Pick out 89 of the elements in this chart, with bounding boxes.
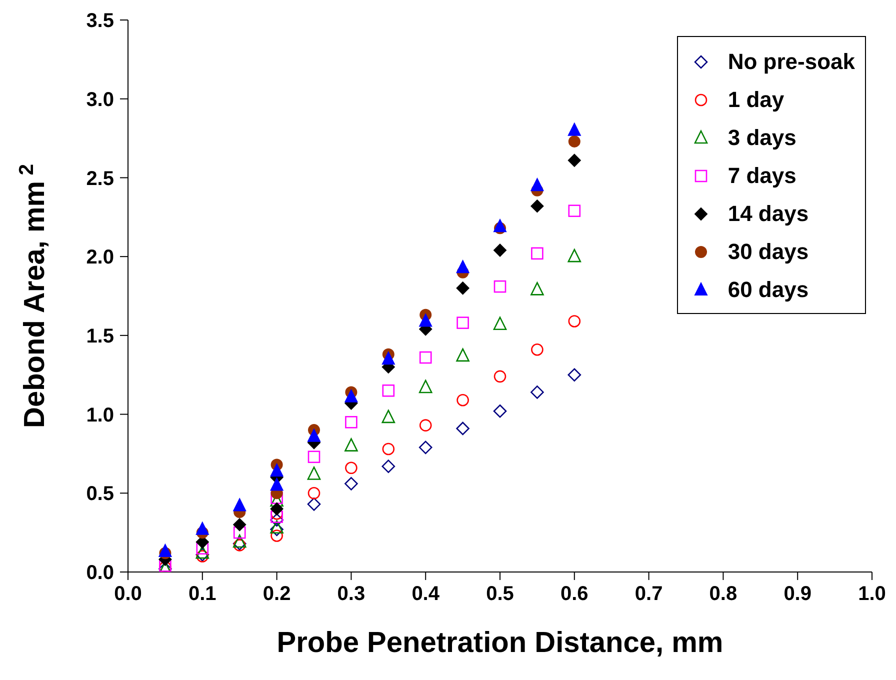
point: [270, 502, 284, 516]
point: [232, 534, 246, 548]
point: [308, 486, 320, 500]
legend-label: 1 day: [728, 87, 784, 113]
point: [233, 518, 246, 532]
point: [568, 368, 582, 382]
legend-label: 7 days: [728, 163, 796, 189]
point: [530, 386, 544, 399]
point: [382, 460, 396, 473]
point: [233, 526, 246, 539]
x-tick-label: 0.3: [337, 583, 366, 606]
x-axis-title: Probe Penetration Distance, mm: [276, 627, 724, 659]
point: [494, 219, 506, 232]
point: [307, 466, 321, 480]
point: [270, 478, 284, 491]
point: [419, 351, 432, 364]
y-tick-label: 0.0: [86, 562, 114, 584]
point: [530, 200, 544, 213]
x-tick-label: 0.0: [114, 583, 142, 606]
point: [531, 247, 544, 260]
point: [308, 450, 320, 464]
point: [382, 384, 395, 397]
x-tick-label: 0.4: [412, 583, 440, 606]
x-tick-label: 0.5: [486, 583, 514, 606]
legend-label: 3 days: [728, 125, 796, 151]
point: [418, 380, 432, 394]
y-tick-label: 1.0: [86, 404, 114, 426]
legend-label: 14 days: [728, 201, 809, 227]
point: [308, 428, 320, 442]
x-tick-label: 0.8: [709, 583, 738, 606]
point: [270, 464, 284, 477]
point: [382, 352, 395, 365]
point: [493, 316, 507, 330]
point: [494, 244, 506, 257]
point: [158, 544, 172, 557]
point: [382, 442, 395, 456]
point: [456, 316, 469, 329]
point: [494, 280, 506, 293]
point: [568, 135, 580, 148]
point: [530, 282, 544, 296]
y-tick-label: 0.5: [86, 483, 114, 506]
point: [345, 462, 358, 474]
x-tick-label: 1.0: [858, 583, 886, 606]
point: [568, 248, 582, 262]
point: [344, 389, 358, 402]
legend-label: 30 days: [728, 239, 809, 265]
point: [344, 477, 358, 490]
point: [270, 513, 284, 527]
point: [344, 438, 358, 452]
point: [568, 315, 581, 328]
point: [568, 122, 581, 136]
point: [456, 348, 470, 362]
point: [307, 498, 321, 511]
y-tick-label: 3.0: [86, 88, 114, 111]
y-tick-label: 3.5: [86, 10, 114, 32]
x-tick-label: 0.1: [188, 583, 216, 606]
x-tick-label: 0.9: [784, 583, 812, 606]
point: [270, 522, 284, 536]
point: [382, 410, 396, 424]
point: [456, 422, 470, 436]
point: [494, 370, 506, 383]
point: [568, 154, 581, 167]
legend-label: 60 days: [728, 277, 809, 303]
point: [419, 419, 432, 432]
x-tick-label: 0.7: [634, 583, 663, 606]
x-tick-label: 0.2: [262, 583, 291, 606]
point: [270, 530, 283, 542]
point: [456, 260, 470, 274]
point: [345, 416, 358, 428]
point: [493, 404, 507, 418]
point: [233, 539, 246, 552]
point: [270, 510, 283, 523]
point: [270, 520, 284, 534]
y-tick-label: 2.5: [86, 168, 114, 190]
point: [456, 282, 470, 295]
point: [568, 204, 581, 217]
point: [196, 542, 209, 554]
point: [530, 178, 544, 192]
point: [456, 394, 469, 406]
y-tick-label: 1.5: [86, 326, 114, 348]
point: [419, 314, 432, 327]
point: [531, 343, 544, 356]
legend-label: No pre-soak: [728, 49, 855, 75]
point: [418, 440, 432, 454]
y-tick-label: 2.0: [86, 246, 114, 269]
point: [233, 498, 246, 512]
point: [196, 522, 209, 535]
x-tick-label: 0.6: [560, 583, 588, 606]
point: [196, 545, 210, 559]
